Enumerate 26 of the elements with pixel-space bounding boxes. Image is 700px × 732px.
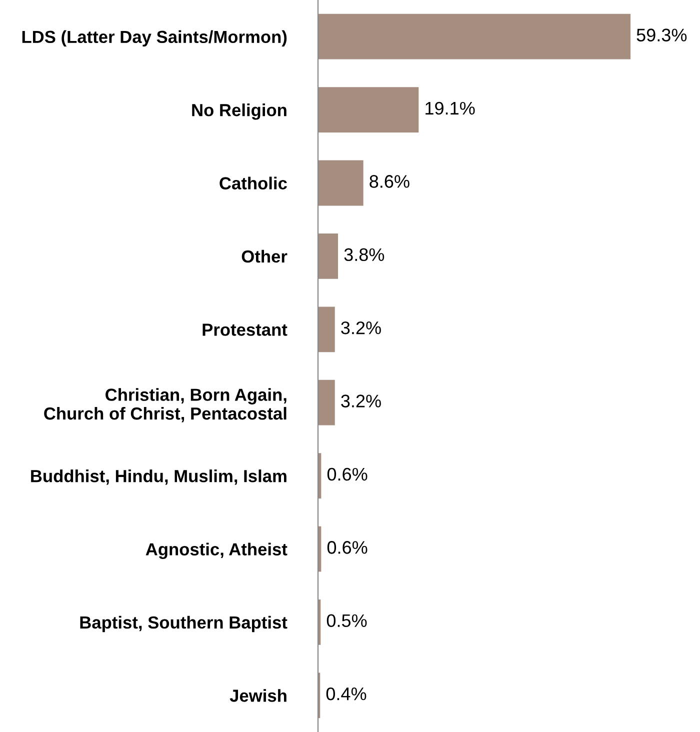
- data-label: 3.2%: [341, 394, 381, 408]
- y-tick-label: Buddhist, Hindu, Muslim, Islam: [31, 470, 286, 485]
- data-label: 0.6%: [327, 468, 368, 481]
- data-label: 59.3%: [636, 28, 687, 42]
- data-label: 19.1%: [426, 102, 475, 115]
- bar: [318, 14, 630, 60]
- data-label: 0.4%: [326, 687, 366, 700]
- y-tick-label: LDS (Latter Day Saints/Mormon): [22, 30, 287, 46]
- data-label: 3.8%: [344, 248, 384, 262]
- data-label: 0.6%: [327, 541, 368, 554]
- bar: [318, 380, 335, 426]
- y-tick-label: Other: [242, 250, 288, 263]
- y-tick-label: Christian, Born Again, Church of Christ, Pentacostal: [44, 388, 286, 422]
- y-tick-label: Baptist, Southern Baptist: [80, 616, 288, 632]
- y-tick-label: Agnostic, Atheist: [146, 542, 288, 559]
- data-label: 3.2%: [341, 321, 381, 334]
- y-tick-label: No Religion: [192, 104, 286, 120]
- data-label: 8.6%: [370, 175, 410, 188]
- bar: [318, 306, 335, 352]
- bar: [318, 234, 338, 279]
- bar: [318, 160, 364, 206]
- y-tick-label: Jewish: [230, 689, 286, 702]
- bar: [318, 87, 419, 132]
- y-tick-label: Catholic: [220, 176, 287, 190]
- data-label: 0.5%: [326, 614, 367, 628]
- y-tick-label: Protestant: [202, 324, 288, 336]
